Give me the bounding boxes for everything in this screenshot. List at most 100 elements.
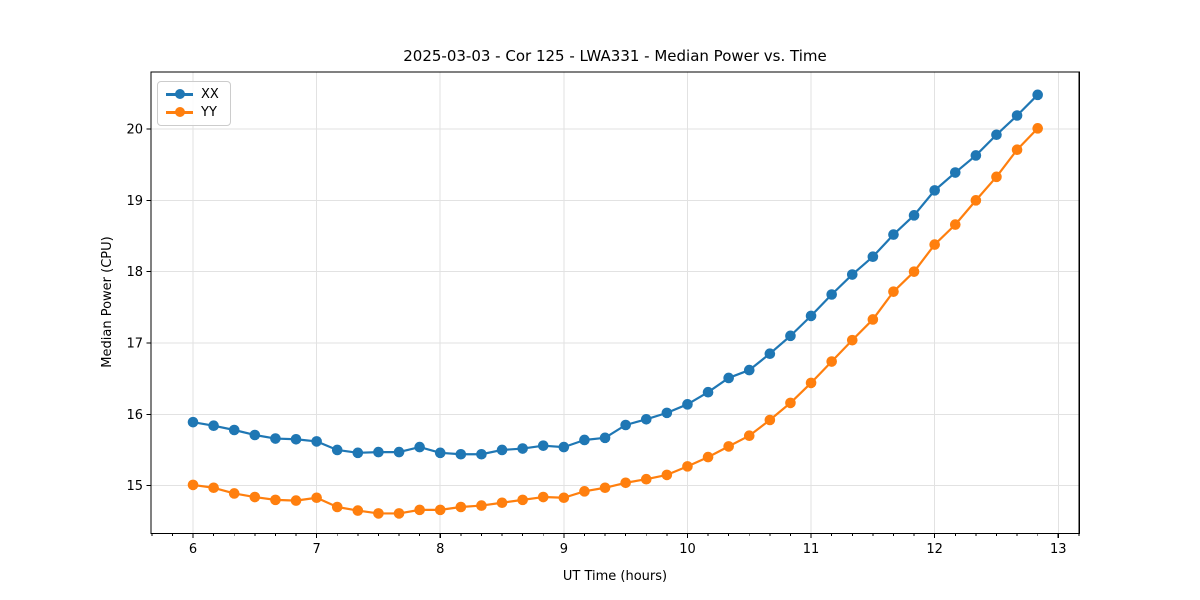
series-xx-marker — [208, 420, 219, 432]
series-xx-marker — [270, 433, 281, 444]
series-yy-marker — [805, 377, 817, 389]
series-xx-marker — [949, 167, 961, 178]
legend-marker-icon — [174, 89, 185, 100]
legend-line-sample-xx — [166, 89, 193, 100]
series-xx-marker — [620, 419, 631, 431]
series-yy-marker — [352, 505, 364, 516]
series-xx-marker — [476, 448, 487, 460]
x-tick-label: 9 — [560, 542, 568, 557]
series-xx-marker — [558, 441, 570, 453]
y-tick-label: 20 — [126, 123, 143, 138]
series-yy-marker — [846, 334, 858, 346]
series-yy-marker — [908, 266, 920, 277]
series-xx-marker — [743, 364, 755, 376]
series-yy-marker — [661, 469, 673, 481]
x-tick-label: 13 — [1050, 542, 1067, 557]
series-xx-marker — [393, 446, 405, 458]
series-yy-marker — [867, 314, 879, 325]
series-xx-marker — [331, 444, 343, 456]
series-yy-marker — [970, 195, 982, 206]
series-yy-marker — [1032, 123, 1043, 134]
series-xx-marker — [455, 448, 467, 460]
series-yy-marker — [929, 239, 940, 250]
series-xx-marker — [537, 440, 549, 451]
series-xx-marker — [846, 269, 858, 280]
series-yy-marker — [311, 492, 322, 504]
series-yy-marker — [558, 492, 570, 504]
legend: XX YY — [157, 81, 231, 126]
series-yy-marker — [764, 414, 776, 426]
series-yy-marker — [599, 482, 611, 494]
y-tick-label: 15 — [126, 479, 143, 494]
series-xx-marker — [908, 210, 920, 221]
series-yy-marker — [579, 486, 590, 497]
series-xx-marker — [723, 372, 734, 384]
series-yy-marker — [640, 473, 652, 485]
series-yy-marker — [187, 479, 199, 491]
series-yy-marker — [496, 497, 508, 509]
series-xx-marker — [764, 348, 776, 359]
series-yy-marker — [228, 488, 240, 499]
series-xx-marker — [929, 185, 940, 196]
series-xx-marker — [311, 436, 322, 447]
series-yy-marker — [785, 397, 796, 409]
x-tick-label: 10 — [679, 542, 696, 557]
series-xx-marker — [228, 424, 240, 436]
legend-label-yy: YY — [201, 105, 217, 120]
series-xx-marker — [640, 414, 652, 425]
series-yy-marker — [743, 430, 755, 442]
series-xx-marker — [1011, 110, 1023, 121]
series-yy-marker — [249, 491, 261, 503]
legend-line-sample-yy — [166, 107, 193, 118]
series-xx-marker — [599, 432, 611, 444]
series-xx-marker — [888, 229, 899, 240]
series-xx-marker — [517, 443, 528, 454]
series-xx-marker — [826, 289, 837, 300]
series-yy-marker — [434, 504, 446, 516]
y-axis-label: Median Power (CPU) — [100, 236, 115, 368]
series-xx-marker — [187, 416, 199, 428]
series-xx-marker — [991, 129, 1002, 141]
series-yy-marker — [455, 501, 467, 513]
legend-item-yy: YY — [166, 105, 219, 120]
series-yy-marker — [888, 286, 899, 297]
series-yy-marker — [290, 495, 302, 506]
series-xx-marker — [661, 407, 673, 419]
x-tick-label: 6 — [189, 542, 197, 557]
legend-label-xx: XX — [201, 87, 219, 102]
series-xx-marker — [1032, 89, 1043, 101]
series-yy-marker — [208, 482, 219, 494]
series-xx-marker — [434, 447, 446, 459]
series-yy-marker — [1011, 144, 1023, 156]
series-yy-marker — [723, 441, 734, 452]
series-xx-marker — [970, 150, 982, 161]
plot-border — [150, 71, 1080, 535]
series-yy-marker — [949, 219, 961, 230]
series-xx-marker — [496, 444, 508, 456]
chart-title: 2025-03-03 - Cor 125 - LWA331 - Median P… — [403, 47, 827, 65]
series-xx-marker — [373, 446, 384, 458]
series-xx-marker — [352, 447, 364, 459]
series-yy-marker — [270, 494, 281, 506]
x-tick-label: 8 — [436, 542, 444, 557]
y-tick-label: 18 — [126, 265, 143, 280]
series-xx-marker — [579, 434, 590, 446]
y-tick-label: 19 — [126, 194, 143, 209]
legend-marker-icon — [174, 107, 185, 118]
series-xx-marker — [785, 330, 796, 342]
series-xx-marker — [805, 310, 817, 322]
series-yy-marker — [373, 508, 384, 519]
series-yy-marker — [331, 501, 343, 513]
series-yy-marker — [682, 461, 693, 472]
series-xx-marker — [414, 441, 425, 453]
series-xx-marker — [702, 386, 714, 398]
series-yy-marker — [702, 451, 714, 463]
series-yy-marker — [476, 500, 487, 511]
series-xx-marker — [682, 399, 693, 410]
series-yy-marker — [826, 356, 837, 367]
x-tick-label: 12 — [926, 542, 943, 557]
series-xx-marker — [249, 429, 261, 441]
x-tick-label: 7 — [312, 542, 320, 557]
